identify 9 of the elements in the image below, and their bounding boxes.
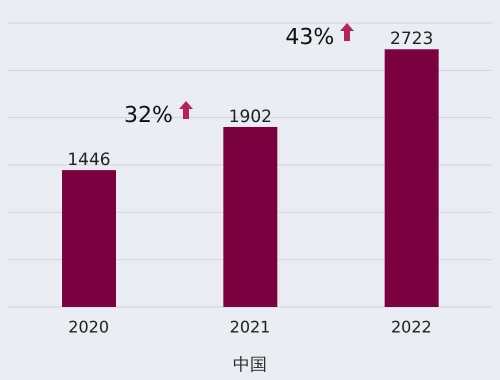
x-tick-label: 2021 [230, 317, 270, 336]
data-label: 2723 [390, 29, 434, 50]
annotation: 32% [124, 102, 173, 128]
x-tick-label: 2022 [390, 317, 432, 336]
data-label: 1446 [67, 150, 111, 170]
x-tick-label: 2020 [68, 317, 110, 336]
annotation: 43% [285, 25, 334, 50]
x-axis-title: 中国 [233, 355, 267, 375]
data-label: 1902 [228, 106, 272, 127]
